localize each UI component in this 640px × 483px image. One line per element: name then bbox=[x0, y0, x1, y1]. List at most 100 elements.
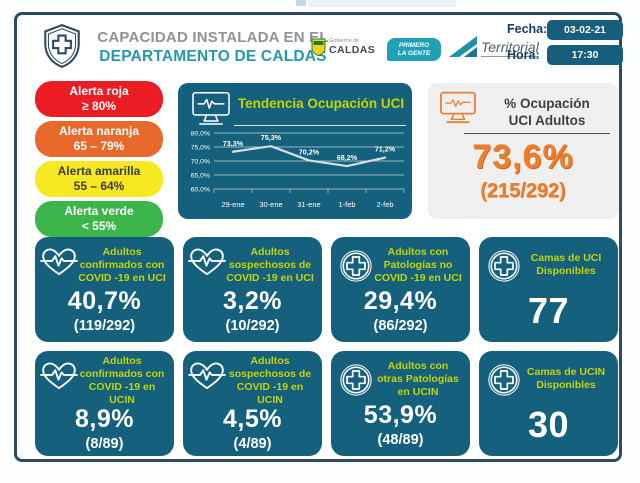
territorial-label: Territorial bbox=[481, 39, 539, 57]
y-tick-label: 75,0% bbox=[191, 144, 210, 151]
trend-chart-card: Tendencia Ocupación UCI 80,0% 75,0% 70,0% 6… bbox=[178, 83, 412, 219]
cross-circle-icon bbox=[339, 249, 373, 283]
y-tick-label: 70,0% bbox=[191, 158, 210, 165]
monitor-pulse-icon bbox=[192, 91, 230, 125]
stat-card-fraction: (48/89) bbox=[377, 432, 424, 448]
stat-card-fraction: (10/292) bbox=[225, 318, 280, 334]
heart-pulse-icon bbox=[188, 246, 226, 278]
heart-pulse-icon bbox=[40, 246, 78, 278]
alert-pill-4: Alerta verde < 55% bbox=[35, 201, 163, 237]
stat-card-3: Adultos con Patologías no COVID -19 en U… bbox=[331, 237, 470, 342]
gobierno-de-label: Gobierno de bbox=[329, 38, 360, 44]
cross-circle-icon bbox=[339, 363, 373, 397]
stat-card-fraction: (4/89) bbox=[233, 436, 272, 452]
stat-card-value: 3,2% bbox=[223, 287, 282, 315]
stat-card-value: 40,7% bbox=[67, 287, 142, 315]
primero-la-gente-logo: PRIMERO LA GENTE bbox=[387, 38, 441, 61]
x-tick-label: 30-ene bbox=[259, 200, 282, 209]
data-label: 71,2% bbox=[375, 145, 396, 154]
alert-range: ≥ 80% bbox=[82, 99, 116, 113]
fecha-label: Fecha: bbox=[507, 22, 548, 36]
cross-circle-icon bbox=[487, 249, 521, 283]
hora-value: 17:30 bbox=[547, 45, 623, 65]
stat-card-title: Camas de UCIN Disponibles bbox=[526, 366, 606, 391]
occupancy-value: 73,6% bbox=[472, 138, 574, 176]
occupancy-fraction: (215/292) bbox=[480, 180, 566, 202]
stat-card-title: Adultos confirmados con COVID -19 en UCI… bbox=[79, 355, 165, 406]
stat-card-5: Adultos confirmados con COVID -19 en UCI… bbox=[35, 351, 174, 456]
chart-title-rule bbox=[234, 125, 406, 126]
cross-circle-icon bbox=[487, 363, 521, 397]
stat-card-value: 8,9% bbox=[75, 405, 134, 433]
alert-range: 65 – 79% bbox=[73, 139, 125, 153]
data-label: 70,2% bbox=[299, 147, 320, 156]
stat-card-fraction: (119/292) bbox=[73, 318, 136, 334]
territorial-flag-icon bbox=[449, 36, 477, 57]
caldas-shield-icon bbox=[311, 38, 326, 56]
stat-card-4: Camas de UCI Disponibles 77 bbox=[479, 237, 618, 342]
territorial-logo: Territorial bbox=[447, 33, 539, 63]
stat-card-2: Adultos sospechosos de COVID -19 en UCI 3… bbox=[183, 237, 322, 342]
page-title-line1: CAPACIDAD INSTALADA EN EL bbox=[97, 29, 329, 46]
y-tick-label: 65,0% bbox=[191, 172, 210, 179]
fecha-value: 03-02-21 bbox=[547, 20, 623, 40]
stat-card-fraction: (8/89) bbox=[85, 436, 124, 452]
la-gente-label: LA GENTE bbox=[397, 49, 431, 57]
occupancy-title-rule bbox=[464, 133, 610, 134]
x-tick-label: 2-feb bbox=[376, 200, 393, 209]
stat-card-8: Camas de UCIN Disponibles 30 bbox=[479, 351, 618, 456]
alert-pill-1: Alerta roja ≥ 80% bbox=[35, 81, 163, 117]
heart-pulse-icon bbox=[188, 360, 226, 392]
gobernacion-caldas-logo: Gobierno de CALDAS bbox=[311, 38, 375, 56]
dashboard-frame: CAPACIDAD INSTALADA EN EL DEPARTAMENTO D… bbox=[14, 12, 623, 462]
y-tick-label: 60,0% bbox=[191, 186, 210, 193]
uci-trend-chart: 80,0% 75,0% 70,0% 65,0% 60,0% 73,3% 29-ene 75,3… bbox=[191, 130, 405, 209]
data-label: 75,3% bbox=[261, 133, 282, 142]
stat-cards-grid: Adultos confirmados con COVID -19 en UCI… bbox=[35, 237, 618, 456]
alert-label: Alerta verde bbox=[64, 204, 134, 218]
stat-card-value: 4,5% bbox=[223, 405, 282, 433]
caldas-label: CALDAS bbox=[329, 43, 376, 56]
top-cropped-element bbox=[296, 0, 306, 6]
stat-card-title: Adultos con otras Patologías en UCIN bbox=[377, 359, 459, 398]
stat-card-value: 30 bbox=[527, 404, 570, 445]
stat-card-6: Adultos sospechosos de COVID -19 en UCIN… bbox=[183, 351, 322, 456]
x-tick-label: 1-feb bbox=[338, 200, 355, 209]
hora-label: Hora: bbox=[507, 48, 540, 62]
stat-card-title: Adultos sospechosos de COVID -19 en UCI bbox=[226, 245, 314, 284]
occupancy-title-line2: UCI Adultos bbox=[508, 113, 586, 128]
top-cropped-element bbox=[308, 0, 456, 7]
stat-card-title: Adultos sospechosos de COVID -19 en UCIN bbox=[228, 355, 312, 406]
alert-range: < 55% bbox=[81, 219, 117, 233]
chart-title: Tendencia Ocupación UCI bbox=[237, 96, 405, 111]
trend-line bbox=[231, 145, 387, 168]
page-title-line2: DEPARTAMENTO DE CALDAS bbox=[99, 48, 327, 65]
alert-label: Alerta roja bbox=[69, 84, 129, 98]
stat-card-value: 77 bbox=[527, 290, 570, 331]
alert-label: Alerta amarilla bbox=[57, 164, 141, 178]
stat-card-7: Adultos con otras Patologías en UCIN 53,9… bbox=[331, 351, 470, 456]
page-title: CAPACIDAD INSTALADA EN EL DEPARTAMENTO D… bbox=[91, 29, 335, 66]
x-tick-label: 31-ene bbox=[297, 200, 320, 209]
monitor-pulse-icon-orange bbox=[440, 91, 476, 124]
alert-pill-3: Alerta amarilla 55 – 64% bbox=[35, 161, 163, 197]
stat-card-value: 29,4% bbox=[363, 287, 438, 315]
occupancy-title: % Ocupación UCI Adultos bbox=[484, 95, 610, 129]
health-shield-icon bbox=[44, 23, 80, 69]
stat-card-title: Camas de UCI Disponibles bbox=[530, 252, 602, 277]
stat-card-fraction: (86/292) bbox=[373, 318, 428, 334]
primero-label: PRIMERO bbox=[398, 42, 430, 49]
occupancy-panel: % Ocupación UCI Adultos 73,6% (215/292) bbox=[428, 83, 618, 219]
alert-pill-2: Alerta naranja 65 – 79% bbox=[35, 121, 163, 157]
stat-card-title: Adultos confirmados con COVID -19 en UCI bbox=[78, 245, 166, 284]
stat-card-title: Adultos con Patologías no COVID -19 en U… bbox=[374, 245, 462, 284]
y-tick-label: 80,0% bbox=[191, 130, 210, 137]
alert-range: 55 – 64% bbox=[73, 179, 125, 193]
data-label: 68,2% bbox=[337, 153, 358, 162]
heart-pulse-icon bbox=[40, 360, 78, 392]
data-label: 73,3% bbox=[223, 139, 244, 148]
stat-card-1: Adultos confirmados con COVID -19 en UCI… bbox=[35, 237, 174, 342]
stat-card-value: 53,9% bbox=[363, 401, 438, 429]
occupancy-title-line1: % Ocupación bbox=[504, 96, 590, 111]
x-tick-label: 29-ene bbox=[221, 200, 244, 209]
